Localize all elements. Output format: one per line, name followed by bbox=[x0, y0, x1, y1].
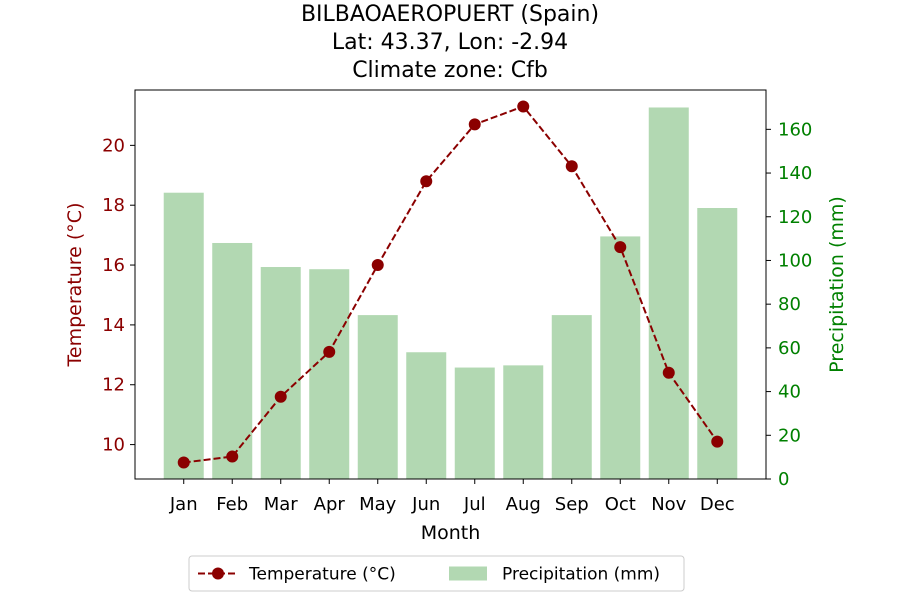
x-tick-label-may: May bbox=[359, 494, 397, 515]
right-tick-label-20: 20 bbox=[778, 425, 801, 446]
left-tick-label-10: 10 bbox=[102, 435, 125, 456]
temperature-line bbox=[183, 105, 719, 464]
temperature-point-aug bbox=[517, 100, 530, 113]
precipitation-bar-oct bbox=[600, 236, 641, 479]
precipitation-bar-apr bbox=[309, 269, 350, 479]
precipitation-bar-dec bbox=[697, 208, 738, 479]
precipitation-bar-sep bbox=[551, 315, 592, 479]
right-tick-label-0: 0 bbox=[778, 469, 789, 490]
left-tick-label-18: 18 bbox=[102, 195, 125, 216]
temperature-point-mar bbox=[274, 390, 287, 403]
right-tick-label-100: 100 bbox=[778, 250, 812, 271]
temperature-line-group bbox=[177, 100, 724, 469]
right-axis-label: Precipitation (mm) bbox=[826, 196, 848, 373]
legend-precipitation-label: Precipitation (mm) bbox=[502, 565, 660, 585]
legend-box bbox=[188, 555, 685, 592]
temperature-point-apr bbox=[323, 345, 336, 358]
x-tick-label-oct: Oct bbox=[605, 494, 636, 515]
x-tick-label-sep: Sep bbox=[555, 494, 589, 515]
x-tick-label-apr: Apr bbox=[314, 494, 346, 515]
x-tick-label-nov: Nov bbox=[651, 494, 686, 515]
left-tick-label-16: 16 bbox=[102, 255, 125, 276]
precipitation-bar-aug bbox=[503, 365, 544, 479]
right-tick-label-160: 160 bbox=[778, 119, 812, 140]
precipitation-bar-nov bbox=[648, 107, 689, 479]
right-tick-label-40: 40 bbox=[778, 382, 801, 403]
left-axis-label: Temperature (°C) bbox=[64, 203, 86, 368]
right-tick-label-120: 120 bbox=[778, 207, 812, 228]
precipitation-bar-jul bbox=[454, 367, 495, 479]
temperature-point-feb bbox=[226, 450, 239, 463]
left-tick-label-12: 12 bbox=[102, 375, 125, 396]
temperature-point-jan bbox=[177, 456, 190, 469]
temperature-point-jul bbox=[468, 118, 481, 131]
legend-temperature-label: Temperature (°C) bbox=[248, 565, 396, 585]
temperature-point-dec bbox=[711, 435, 724, 448]
temperature-point-may bbox=[371, 259, 384, 272]
precipitation-bar-mar bbox=[260, 267, 301, 479]
precipitation-bar-feb bbox=[212, 242, 253, 479]
x-tick-label-mar: Mar bbox=[264, 494, 299, 515]
right-tick-label-80: 80 bbox=[778, 294, 801, 315]
temperature-point-sep bbox=[565, 160, 578, 173]
chart-title-line-3: Climate zone: Cfb bbox=[352, 58, 548, 83]
x-tick-label-jul: Jul bbox=[463, 494, 486, 515]
right-tick-label-60: 60 bbox=[778, 338, 801, 359]
temperature-point-nov bbox=[662, 366, 675, 379]
left-tick-label-14: 14 bbox=[102, 315, 125, 336]
chart-title-line-1: BILBAOAEROPUERT (Spain) bbox=[301, 2, 599, 27]
temperature-point-jun bbox=[420, 175, 433, 188]
x-axis-label: Month bbox=[421, 522, 481, 544]
precipitation-bar-jan bbox=[163, 192, 204, 479]
x-tick-label-aug: Aug bbox=[506, 494, 541, 515]
x-tick-label-jun: Jun bbox=[411, 494, 440, 515]
precipitation-bar-jun bbox=[406, 352, 447, 479]
temperature-point-oct bbox=[614, 241, 627, 254]
x-tick-label-dec: Dec bbox=[700, 494, 735, 515]
plot-frame bbox=[134, 89, 767, 480]
chart-text: Jan Feb Mar Apr May Jun Jul Aug Sep Oct Nov Dec 10 12… bbox=[64, 2, 848, 544]
x-tick-label-feb: Feb bbox=[216, 494, 248, 515]
right-tick-label-140: 140 bbox=[778, 163, 812, 184]
precipitation-bars bbox=[163, 107, 738, 479]
legend-precipitation-swatch bbox=[449, 566, 487, 581]
legend: Temperature (°C) Precipitation (mm) bbox=[188, 555, 685, 592]
chart-title-line-2: Lat: 43.37, Lon: -2.94 bbox=[332, 30, 568, 55]
legend-temperature-marker bbox=[212, 567, 224, 580]
left-tick-label-20: 20 bbox=[102, 135, 125, 156]
axes bbox=[130, 89, 771, 484]
x-tick-label-jan: Jan bbox=[169, 494, 198, 515]
precipitation-bar-may bbox=[357, 315, 398, 479]
